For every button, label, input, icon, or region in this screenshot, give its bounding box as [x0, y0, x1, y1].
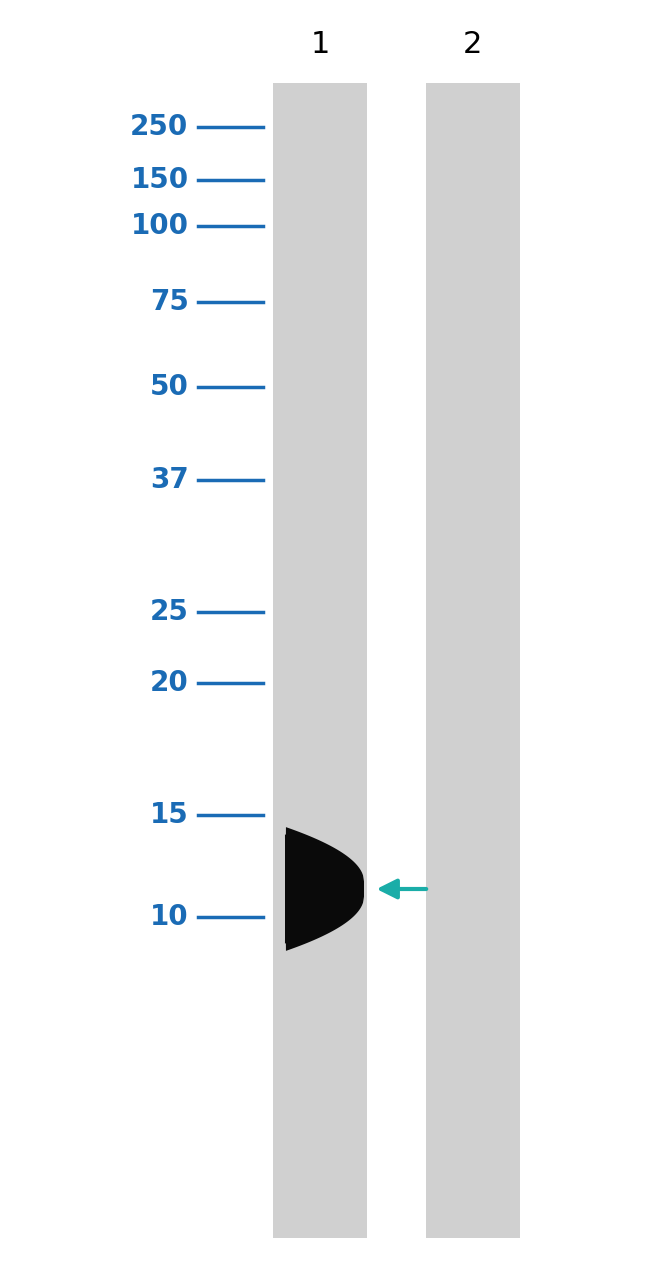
Bar [273, 83, 367, 1238]
Text: 50: 50 [150, 373, 188, 401]
Text: 250: 250 [130, 113, 188, 141]
Text: 20: 20 [150, 669, 188, 697]
Text: 2: 2 [463, 30, 482, 58]
Text: 37: 37 [150, 466, 188, 494]
Polygon shape [285, 827, 364, 951]
Text: 1: 1 [311, 30, 330, 58]
Bar [426, 83, 520, 1238]
Text: 25: 25 [150, 598, 188, 626]
Text: 15: 15 [150, 801, 188, 829]
Text: 10: 10 [150, 903, 188, 931]
Text: 150: 150 [131, 166, 188, 194]
Text: 100: 100 [131, 212, 188, 240]
Text: 75: 75 [150, 288, 188, 316]
